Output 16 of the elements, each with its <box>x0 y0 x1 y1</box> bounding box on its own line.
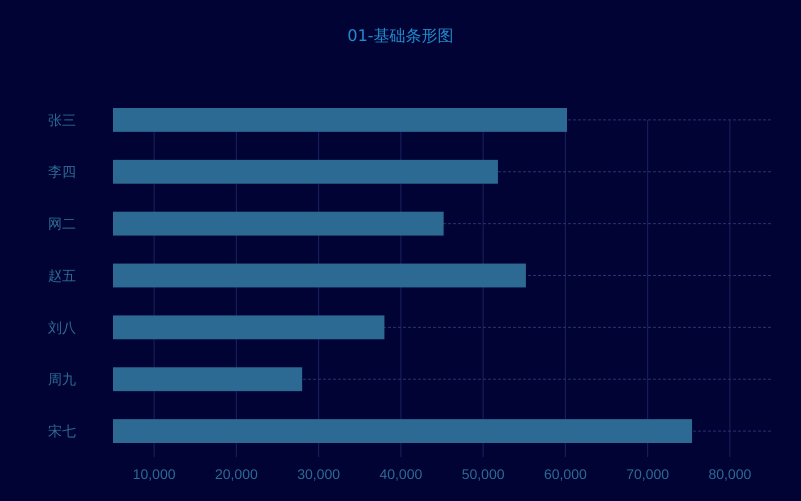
y-tick-label: 刘八 <box>48 320 76 336</box>
x-tick-label: 50,000 <box>462 466 505 482</box>
x-tick-label: 80,000 <box>708 466 752 482</box>
x-tick-label: 40,000 <box>379 466 422 482</box>
y-tick-label: 周九 <box>48 372 76 388</box>
x-tick-label: 30,000 <box>297 466 340 482</box>
x-tick-label: 60,000 <box>544 466 587 482</box>
y-tick-label: 赵五 <box>48 268 76 284</box>
chart-title: 01-基础条形图 <box>347 26 454 45</box>
x-tick-label: 70,000 <box>626 466 670 482</box>
y-tick-label: 网二 <box>48 216 76 233</box>
y-tick-label: 宋七 <box>48 424 76 440</box>
x-tick-label: 10,000 <box>132 466 176 482</box>
y-tick-label: 张三 <box>48 112 76 129</box>
y-tick-label: 李四 <box>48 164 76 181</box>
x-tick-label: 20,000 <box>214 466 258 482</box>
